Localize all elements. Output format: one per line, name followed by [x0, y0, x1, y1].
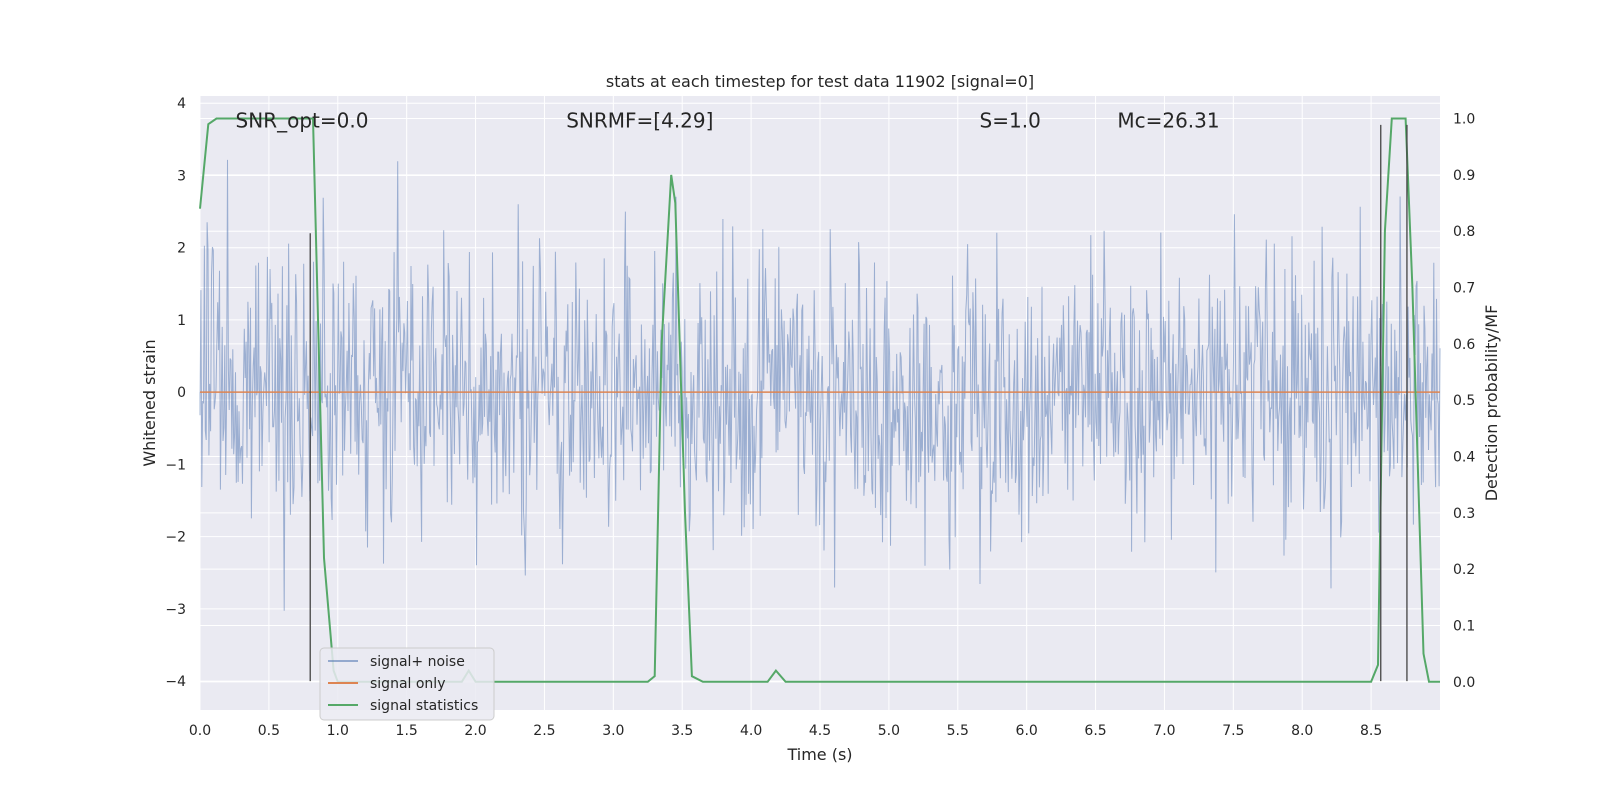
y-tick-label-left: 3	[177, 168, 186, 184]
y-tick-label-right: 0.5	[1453, 393, 1475, 409]
y-ticks-right: 1.0 0.9 0.8 0.7 0.6 0.5 0.4 0.3 0.2 0.1 0.0	[1453, 112, 1475, 691]
noise-trace	[199, 159, 1441, 611]
x-tick-label: 1.5	[396, 723, 418, 739]
legend-label-noise: signal+ noise	[370, 654, 465, 670]
y-tick-label-left: 0	[177, 385, 186, 401]
y-tick-label-left: −1	[165, 457, 186, 473]
y-tick-label-right: 1.0	[1453, 112, 1475, 128]
x-tick-label: 7.0	[1153, 723, 1175, 739]
y-axis-label-right: Detection probability/MF	[1482, 305, 1501, 502]
x-tick-label: 6.0	[1016, 723, 1038, 739]
grid	[199, 96, 1440, 710]
y-tick-label-right: 0.0	[1453, 675, 1475, 691]
x-tick-label: 4.0	[740, 723, 762, 739]
x-tick-label: 2.5	[533, 723, 555, 739]
y-ticks-left: 4 3 2 1 0 −1 −2 −3 −4	[165, 96, 186, 690]
y-tick-label-left: −2	[165, 530, 186, 546]
annotation: Mc=26.31	[1117, 108, 1219, 132]
y-tick-label-right: 0.3	[1453, 506, 1475, 522]
y-tick-label-left: −4	[165, 674, 186, 690]
chart-title: stats at each timestep for test data 119…	[606, 72, 1034, 91]
y-tick-label-right: 0.2	[1453, 562, 1475, 578]
noise-series	[199, 159, 1441, 611]
y-tick-label-left: 2	[177, 241, 186, 257]
legend-label-statistics: signal statistics	[370, 698, 478, 714]
y-tick-label-left: −3	[165, 602, 186, 618]
x-tick-label: 7.5	[1222, 723, 1244, 739]
y-tick-label-right: 0.4	[1453, 450, 1475, 466]
annotation: SNR_opt=0.0	[236, 108, 369, 132]
y-tick-label-right: 0.9	[1453, 168, 1475, 184]
y-axis-label-left: Whitened strain	[140, 339, 159, 466]
signal-statistics-series	[199, 117, 1440, 683]
y-tick-label-left: 1	[177, 313, 186, 329]
legend-box	[319, 647, 495, 721]
x-tick-label: 5.0	[878, 723, 900, 739]
x-tick-label: 5.5	[947, 723, 969, 739]
x-tick-label: 2.0	[464, 723, 486, 739]
y-tick-label-right: 0.1	[1453, 619, 1475, 635]
y-tick-label-right: 0.7	[1453, 281, 1475, 297]
x-tick-label: 6.5	[1084, 723, 1106, 739]
legend: signal+ noise signal only signal statist…	[319, 647, 495, 721]
vlines	[309, 124, 1408, 682]
x-tick-label: 3.5	[671, 723, 693, 739]
x-tick-label: 8.0	[1291, 723, 1313, 739]
annotations: SNR_opt=0.0 SNRMF=[4.29] S=1.0 Mc=26.31	[236, 108, 1220, 132]
y-tick-label-left: 4	[177, 96, 186, 112]
x-tick-label: 4.5	[809, 723, 831, 739]
signal-statistics-line	[199, 117, 1440, 683]
y-tick-label-right: 0.6	[1453, 337, 1475, 353]
legend-label-signal-only: signal only	[370, 676, 445, 692]
x-tick-label: 1.0	[327, 723, 349, 739]
x-tick-label: 0.5	[258, 723, 280, 739]
x-axis-label: Time (s)	[786, 745, 852, 764]
x-tick-label: 3.0	[602, 723, 624, 739]
annotation: S=1.0	[980, 108, 1041, 132]
y-tick-label-right: 0.8	[1453, 224, 1475, 240]
x-ticks: 0.0 0.5 1.0 1.5 2.0 2.5 3.0 3.5 4.0 4.5 5.0 5.5 6.0 6…	[189, 723, 1382, 739]
x-tick-label: 8.5	[1360, 723, 1382, 739]
annotation: SNRMF=[4.29]	[566, 108, 713, 132]
x-tick-label: 0.0	[189, 723, 211, 739]
